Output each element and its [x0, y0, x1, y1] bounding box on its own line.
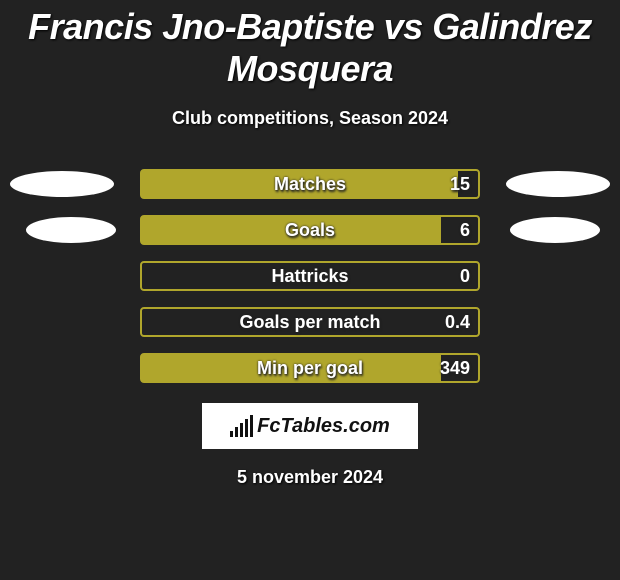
player-right-marker: [506, 171, 610, 197]
logo-text-prefix: Fc: [257, 415, 280, 437]
snapshot-date: 5 november 2024: [0, 467, 620, 488]
logo-text-bold: Tables: [281, 415, 344, 437]
mini-bar: [240, 423, 243, 437]
stat-value: 349: [440, 353, 470, 383]
stat-label: Matches: [140, 169, 480, 199]
mini-bar: [235, 427, 238, 437]
fctables-logo: FcTables.com: [202, 403, 418, 449]
stat-bar: Goals per match0.4: [140, 307, 480, 337]
mini-bar: [230, 431, 233, 437]
stat-label: Goals: [140, 215, 480, 245]
stat-row: Goals6: [0, 215, 620, 245]
stat-label: Min per goal: [140, 353, 480, 383]
stat-row: Matches15: [0, 169, 620, 199]
stat-value: 0: [460, 261, 470, 291]
logo-text: FcTables.com: [257, 415, 390, 438]
stat-bar: Goals6: [140, 215, 480, 245]
stat-label: Goals per match: [140, 307, 480, 337]
player-left-marker: [26, 217, 116, 243]
mini-bar: [250, 415, 253, 437]
comparison-title: Francis Jno-Baptiste vs Galindrez Mosque…: [0, 0, 620, 90]
stat-value: 6: [460, 215, 470, 245]
stats-block: Matches15 Goals6 Hattricks0 Goals per match…: [0, 169, 620, 383]
stat-bar: Hattricks0: [140, 261, 480, 291]
stat-row: Goals per match0.4: [0, 307, 620, 337]
player-left-marker: [10, 171, 114, 197]
stat-row: Min per goal349: [0, 353, 620, 383]
stat-row: Hattricks0: [0, 261, 620, 291]
comparison-subtitle: Club competitions, Season 2024: [0, 108, 620, 129]
stat-value: 15: [450, 169, 470, 199]
stat-bar: Min per goal349: [140, 353, 480, 383]
stat-bar: Matches15: [140, 169, 480, 199]
bar-chart-icon: [230, 415, 253, 437]
stat-label: Hattricks: [140, 261, 480, 291]
player-right-marker: [510, 217, 600, 243]
mini-bar: [245, 419, 248, 437]
logo-text-suffix: .com: [343, 415, 390, 437]
stat-value: 0.4: [445, 307, 470, 337]
